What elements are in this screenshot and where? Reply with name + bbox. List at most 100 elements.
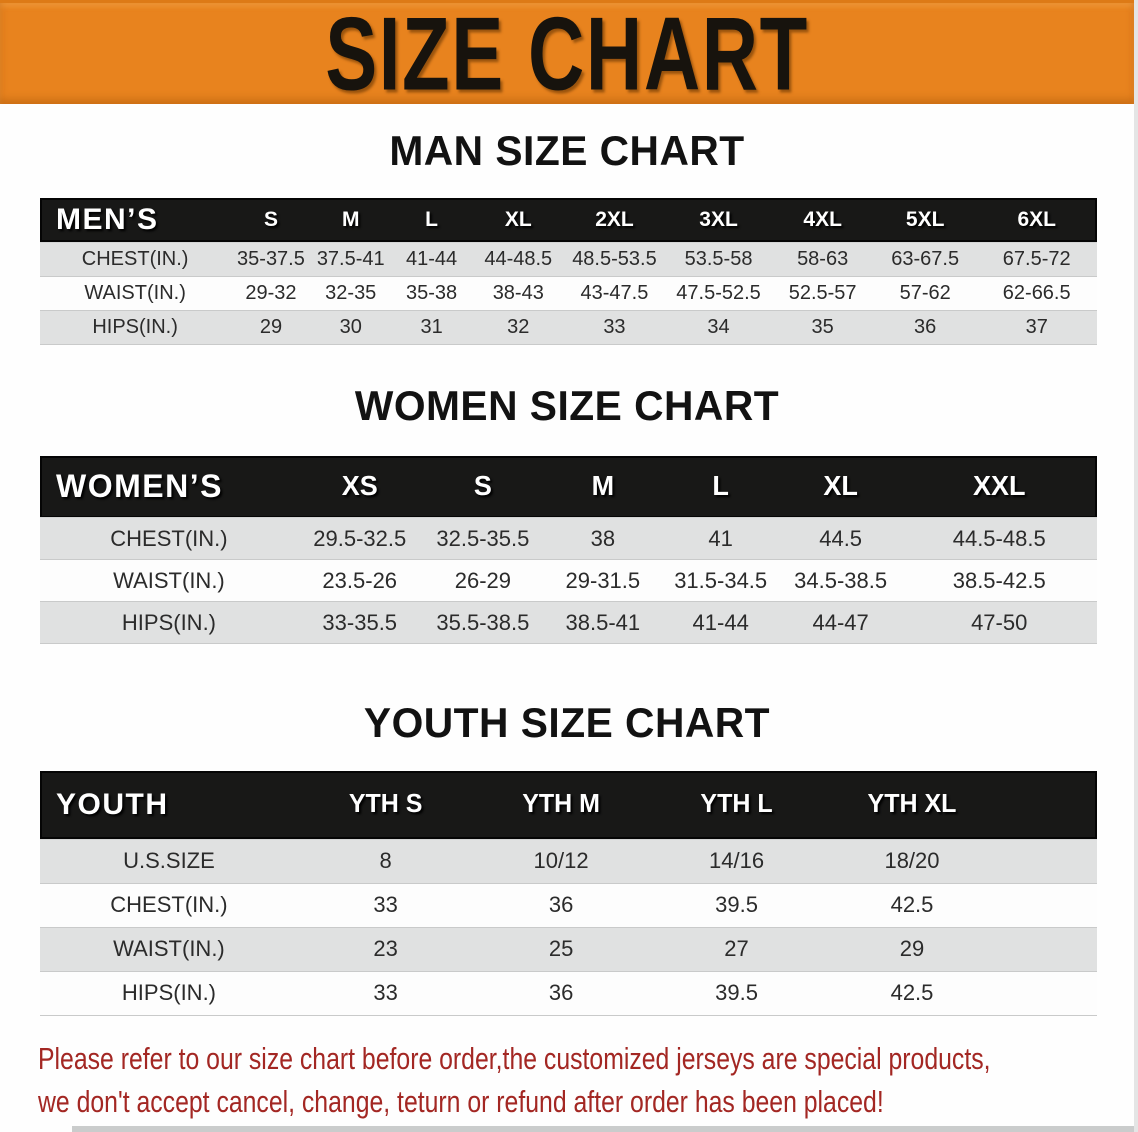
measurement-row: CHEST(IN.) 29.5-32.5 32.5-35.5 38 41 44.5 44.5… bbox=[40, 517, 1097, 560]
measurement-value: 37 bbox=[976, 309, 1097, 345]
section-men: MAN SIZE CHART MEN’S S M L XL 2XL 3XL 4XL 5XL 6XL… bbox=[0, 128, 1134, 345]
measurement-value: 44-47 bbox=[779, 601, 902, 644]
row-label: U.S.SIZE bbox=[40, 838, 298, 884]
measurement-value: 53.5-58 bbox=[665, 241, 772, 277]
measurement-value: 36 bbox=[873, 309, 977, 345]
measurement-value: 36 bbox=[473, 970, 649, 1016]
size-column-header: 2XL bbox=[595, 207, 634, 231]
banner: SIZE CHART bbox=[0, 0, 1134, 105]
table-group-label: WOMEN’S bbox=[56, 467, 223, 504]
measurement-row: WAIST(IN.) 23 25 27 29 bbox=[40, 926, 1097, 972]
measurement-value: 42.5 bbox=[824, 970, 1000, 1016]
measurement-value: 32.5-35.5 bbox=[421, 517, 545, 560]
measurement-value: 39.5 bbox=[648, 882, 825, 928]
measurement-value: 39.5 bbox=[648, 970, 825, 1016]
size-column-header: M bbox=[591, 470, 615, 502]
size-column-header: M bbox=[341, 207, 360, 231]
charts-container: MAN SIZE CHART MEN’S S M L XL 2XL 3XL 4XL 5XL 6XL… bbox=[0, 128, 1134, 1016]
size-column-header: XL bbox=[504, 207, 532, 231]
measurement-value: 47-50 bbox=[901, 601, 1097, 644]
measurement-row: HIPS(IN.) 33 36 39.5 42.5 bbox=[40, 970, 1097, 1016]
measurement-value: 52.5-57 bbox=[771, 275, 874, 311]
size-column-header: YTH XL bbox=[867, 789, 957, 819]
measurement-value: 29 bbox=[230, 309, 312, 345]
measurement-row: WAIST(IN.) 29-32 32-35 35-38 38-43 43-47.5 47.… bbox=[40, 275, 1097, 311]
measurement-value: 44.5 bbox=[779, 517, 902, 560]
measurement-value: 8 bbox=[297, 838, 474, 884]
section-youth: YOUTH SIZE CHART YOUTH YTH S YTH M YTH L YTH… bbox=[0, 700, 1134, 1016]
men-size-table: MEN’S S M L XL 2XL 3XL 4XL 5XL 6XL CHEST(IN.) 35-37… bbox=[40, 198, 1097, 345]
measurement-value: 29-32 bbox=[230, 275, 312, 311]
measurement-value: 36 bbox=[473, 882, 649, 928]
measurement-value: 35.5-38.5 bbox=[421, 601, 545, 644]
measurement-value: 41 bbox=[661, 517, 780, 560]
measurement-value: 34.5-38.5 bbox=[779, 559, 902, 602]
measurement-value: 35-37.5 bbox=[230, 241, 312, 277]
measurement-value: 38-43 bbox=[473, 275, 564, 311]
size-column-header: L bbox=[712, 470, 729, 502]
measurement-row: CHEST(IN.) 33 36 39.5 42.5 bbox=[40, 882, 1097, 928]
measurement-value: 34 bbox=[665, 309, 772, 345]
youth-size-table: YOUTH YTH S YTH M YTH L YTH XL U.S.SIZE 8 10/12… bbox=[40, 771, 1097, 1016]
measurement-value: 32-35 bbox=[311, 275, 390, 311]
size-column-header: S bbox=[263, 207, 278, 231]
measurement-row: HIPS(IN.) 29 30 31 32 33 34 35 36 37 bbox=[40, 309, 1097, 345]
row-label: HIPS(IN.) bbox=[40, 309, 231, 345]
size-header-row: WOMEN’S XS S M L XL XXL bbox=[40, 455, 1097, 518]
measurement-value: 62-66.5 bbox=[976, 275, 1097, 311]
section-women: WOMEN SIZE CHART WOMEN’S XS S M L XL XXL CHEST(… bbox=[0, 381, 1134, 644]
empty-cell bbox=[999, 970, 1097, 1016]
size-column-header: YTH M bbox=[522, 789, 600, 819]
table-group-label: YOUTH bbox=[56, 787, 169, 821]
size-header-row: MEN’S S M L XL 2XL 3XL 4XL 5XL 6XL bbox=[40, 198, 1097, 242]
measurement-value: 44-48.5 bbox=[473, 241, 564, 277]
measurement-value: 33-35.5 bbox=[297, 601, 422, 644]
row-label: HIPS(IN.) bbox=[40, 970, 298, 1016]
measurement-value: 57-62 bbox=[873, 275, 977, 311]
empty-cell bbox=[999, 926, 1097, 972]
row-label: HIPS(IN.) bbox=[40, 601, 298, 644]
measurement-value: 14/16 bbox=[648, 838, 825, 884]
measurement-value: 25 bbox=[473, 926, 649, 972]
measurement-value: 33 bbox=[563, 309, 666, 345]
measurement-value: 63-67.5 bbox=[873, 241, 977, 277]
measurement-value: 23 bbox=[297, 926, 474, 972]
measurement-value: 33 bbox=[297, 882, 474, 928]
measurement-value: 35 bbox=[771, 309, 874, 345]
table-group-label: MEN’S bbox=[56, 202, 159, 236]
measurement-value: 33 bbox=[297, 970, 474, 1016]
measurement-value: 44.5-48.5 bbox=[901, 517, 1097, 560]
measurement-value: 32 bbox=[473, 309, 564, 345]
size-column-header: XS bbox=[341, 470, 378, 502]
measurement-value: 26-29 bbox=[421, 559, 545, 602]
measurement-value: 37.5-41 bbox=[311, 241, 390, 277]
measurement-row: U.S.SIZE 8 10/12 14/16 18/20 bbox=[40, 838, 1097, 884]
notice-line-1: Please refer to our size chart before or… bbox=[38, 1040, 991, 1076]
notice-line-2: we don't accept cancel, change, teturn o… bbox=[38, 1083, 884, 1119]
men-section-title: MAN SIZE CHART bbox=[389, 127, 745, 174]
measurement-row: WAIST(IN.) 23.5-26 26-29 29-31.5 31.5-34.5 34… bbox=[40, 559, 1097, 602]
measurement-value: 58-63 bbox=[771, 241, 874, 277]
empty-cell bbox=[999, 882, 1097, 928]
women-size-table: WOMEN’S XS S M L XL XXL CHEST(IN.) 29.5-32.5 32.5… bbox=[40, 455, 1097, 644]
size-column-header: S bbox=[473, 470, 492, 502]
row-label: WAIST(IN.) bbox=[40, 559, 298, 602]
row-label: CHEST(IN.) bbox=[40, 517, 298, 560]
measurement-row: HIPS(IN.) 33-35.5 35.5-38.5 38.5-41 41-44 44-… bbox=[40, 601, 1097, 644]
measurement-value: 42.5 bbox=[824, 882, 1000, 928]
size-header-row: YOUTH YTH S YTH M YTH L YTH XL bbox=[40, 771, 1097, 839]
size-column-header: 6XL bbox=[1017, 207, 1056, 231]
empty-header-cell bbox=[1000, 770, 1097, 839]
women-section-title: WOMEN SIZE CHART bbox=[354, 381, 780, 429]
measurement-value: 10/12 bbox=[473, 838, 649, 884]
measurement-value: 43-47.5 bbox=[563, 275, 666, 311]
measurement-row: CHEST(IN.) 35-37.5 37.5-41 41-44 44-48.5 48.5… bbox=[40, 241, 1097, 277]
measurement-value: 47.5-52.5 bbox=[665, 275, 772, 311]
measurement-value: 38 bbox=[544, 517, 662, 560]
row-label: WAIST(IN.) bbox=[40, 275, 231, 311]
size-column-header: 3XL bbox=[699, 207, 738, 231]
row-label: WAIST(IN.) bbox=[40, 926, 298, 972]
measurement-value: 23.5-26 bbox=[297, 559, 422, 602]
size-column-header: XL bbox=[823, 470, 858, 502]
